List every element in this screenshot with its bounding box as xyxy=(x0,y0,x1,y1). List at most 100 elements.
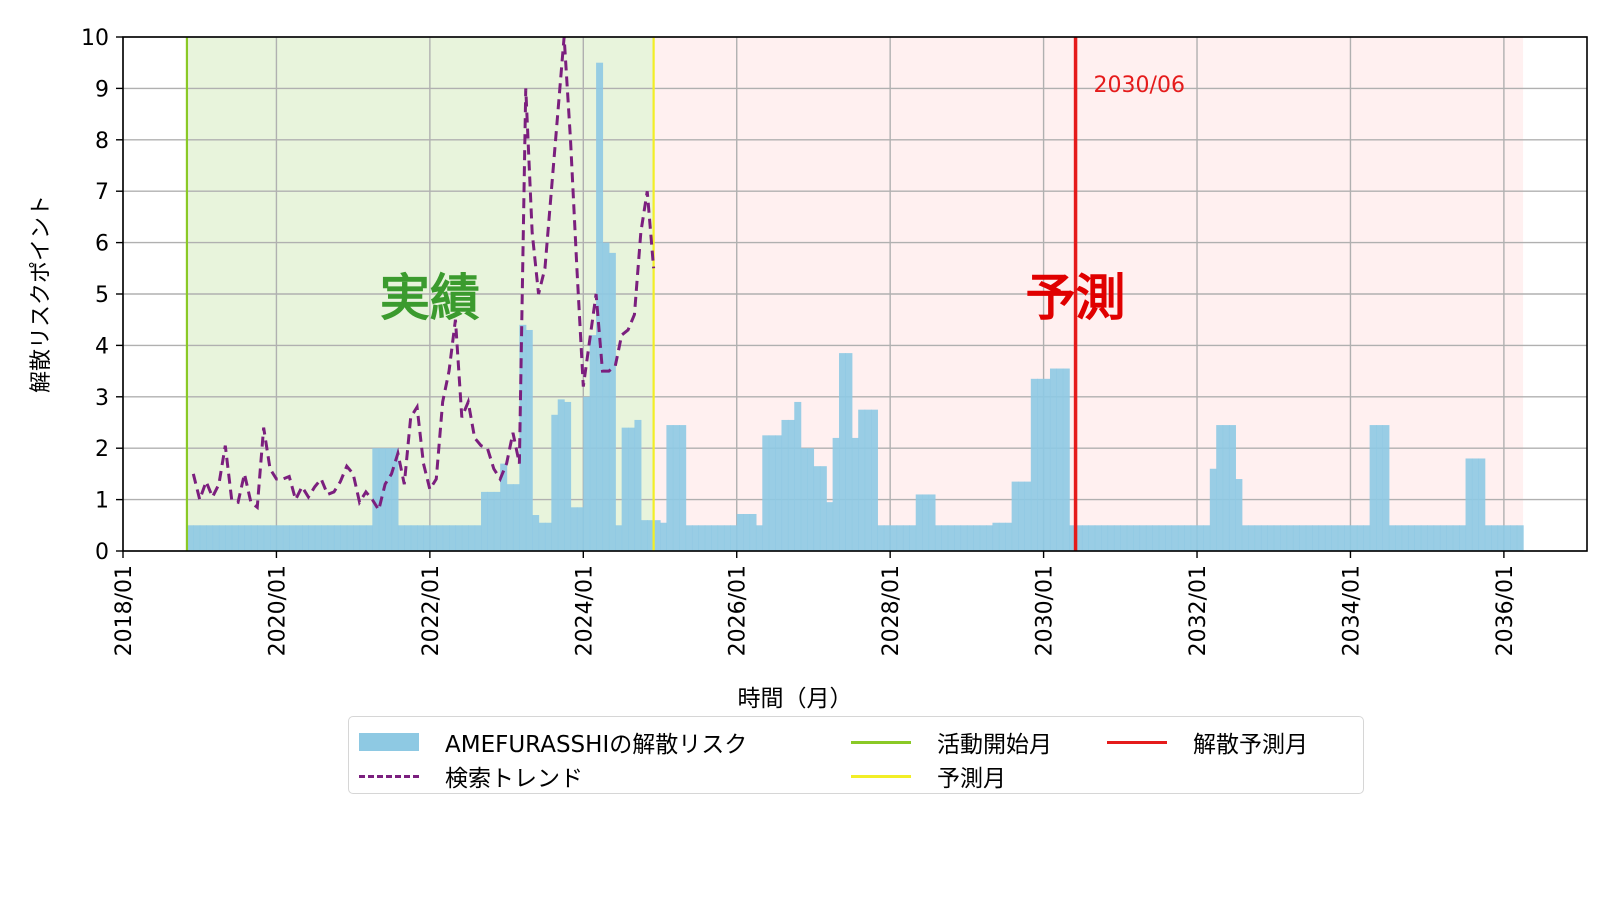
risk-bar xyxy=(775,435,783,551)
risk-bar xyxy=(653,520,661,551)
risk-bar xyxy=(321,525,329,551)
risk-bar xyxy=(1273,525,1281,551)
risk-bar xyxy=(1043,378,1051,551)
risk-bar xyxy=(1427,525,1435,551)
y-tick-label-3: 3 xyxy=(95,386,109,411)
risk-bar xyxy=(359,525,367,551)
risk-bar xyxy=(1107,525,1115,551)
risk-bar xyxy=(461,525,469,551)
legend-label-trend: 検索トレンド xyxy=(445,766,583,792)
risk-bar xyxy=(468,525,476,551)
risk-bar xyxy=(314,525,322,551)
legend-line-breakup xyxy=(1107,740,1167,744)
legend-label-risk: AMEFURASSHIの解散リスク xyxy=(445,732,748,758)
risk-bar xyxy=(1267,525,1275,551)
risk-bar xyxy=(800,448,808,551)
risk-bar xyxy=(1069,525,1077,551)
risk-bar xyxy=(864,409,872,551)
risk-bar xyxy=(1197,525,1205,551)
risk-bar xyxy=(915,494,923,551)
risk-bar xyxy=(1228,425,1236,551)
trend-line xyxy=(191,36,656,514)
risk-bar xyxy=(992,522,1000,551)
risk-bar xyxy=(1024,481,1032,551)
risk-bar xyxy=(973,525,981,551)
risk-bar xyxy=(1088,525,1096,551)
risk-bar xyxy=(423,525,431,551)
risk-bar xyxy=(270,525,278,551)
risk-bar xyxy=(1280,525,1288,551)
risk-bar xyxy=(1049,368,1057,551)
risk-bar xyxy=(385,448,393,551)
risk-bar xyxy=(1190,525,1198,551)
legend-swatch-risk xyxy=(359,733,419,751)
risk-bar xyxy=(263,525,271,551)
risk-bar xyxy=(186,525,194,551)
risk-bar xyxy=(1491,525,1499,551)
risk-bar xyxy=(723,525,731,551)
risk-bar xyxy=(1254,525,1262,551)
risk-bar xyxy=(206,525,214,551)
risk-bar xyxy=(679,425,687,551)
risk-bar xyxy=(557,399,565,551)
risk-bar xyxy=(896,525,904,551)
risk-bar xyxy=(947,525,955,551)
risk-bar xyxy=(1516,525,1524,551)
risk-bar xyxy=(781,419,789,551)
risk-bar xyxy=(819,466,827,551)
risk-bar xyxy=(1433,525,1441,551)
y-tick-label-7: 7 xyxy=(95,180,109,205)
legend-line-forecast xyxy=(851,774,911,778)
x-tick-label-0: 2018/01 xyxy=(112,565,137,656)
risk-bar xyxy=(832,437,840,551)
risk-bar xyxy=(1101,525,1109,551)
risk-bar xyxy=(1337,525,1345,551)
risk-bar xyxy=(327,525,335,551)
risk-bar xyxy=(1369,425,1377,551)
risk-bar xyxy=(1139,525,1147,551)
risk-bar xyxy=(666,425,674,551)
risk-bar xyxy=(525,329,533,551)
risk-bar xyxy=(743,513,751,551)
risk-bar xyxy=(1260,525,1268,551)
risk-bar xyxy=(839,353,847,551)
legend-entry-risk: AMEFURASSHIの解散リスク xyxy=(359,725,747,759)
risk-bar xyxy=(436,525,444,551)
risk-bar xyxy=(333,525,341,551)
risk-bar xyxy=(1478,458,1486,551)
legend-line-trend xyxy=(359,774,419,778)
risk-bar xyxy=(1350,525,1358,551)
risk-bar xyxy=(1344,525,1352,551)
risk-bar xyxy=(730,525,738,551)
risk-bar xyxy=(768,435,776,551)
risk-bar xyxy=(340,525,348,551)
risk-bar xyxy=(596,62,604,551)
risk-bar xyxy=(1037,378,1045,551)
risk-bar xyxy=(1312,525,1320,551)
x-tick-label-8: 2034/01 xyxy=(1339,565,1364,656)
risk-bar xyxy=(493,491,501,551)
risk-bar xyxy=(1331,525,1339,551)
risk-bar xyxy=(826,502,834,551)
risk-bar xyxy=(1510,525,1518,551)
risk-bar xyxy=(634,419,642,551)
risk-bar xyxy=(851,437,859,551)
risk-bar xyxy=(1113,525,1121,551)
risk-bar xyxy=(474,525,482,551)
y-tick-label-10: 10 xyxy=(81,26,109,51)
risk-bar xyxy=(544,522,552,551)
risk-bar xyxy=(1158,525,1166,551)
risk-bar xyxy=(621,427,629,551)
legend-entry-start: 活動開始月 xyxy=(851,725,1052,759)
risk-bar xyxy=(257,525,265,551)
risk-bar xyxy=(1439,525,1447,551)
risk-bar xyxy=(570,507,578,551)
legend-label-start: 活動開始月 xyxy=(937,732,1052,758)
risk-bar xyxy=(212,525,220,551)
x-tick-label-2: 2022/01 xyxy=(419,565,444,656)
risk-bar xyxy=(238,525,246,551)
x-tick-label-1: 2020/01 xyxy=(265,565,290,656)
risk-bar xyxy=(551,414,559,551)
x-tick-label-6: 2030/01 xyxy=(1033,565,1058,656)
